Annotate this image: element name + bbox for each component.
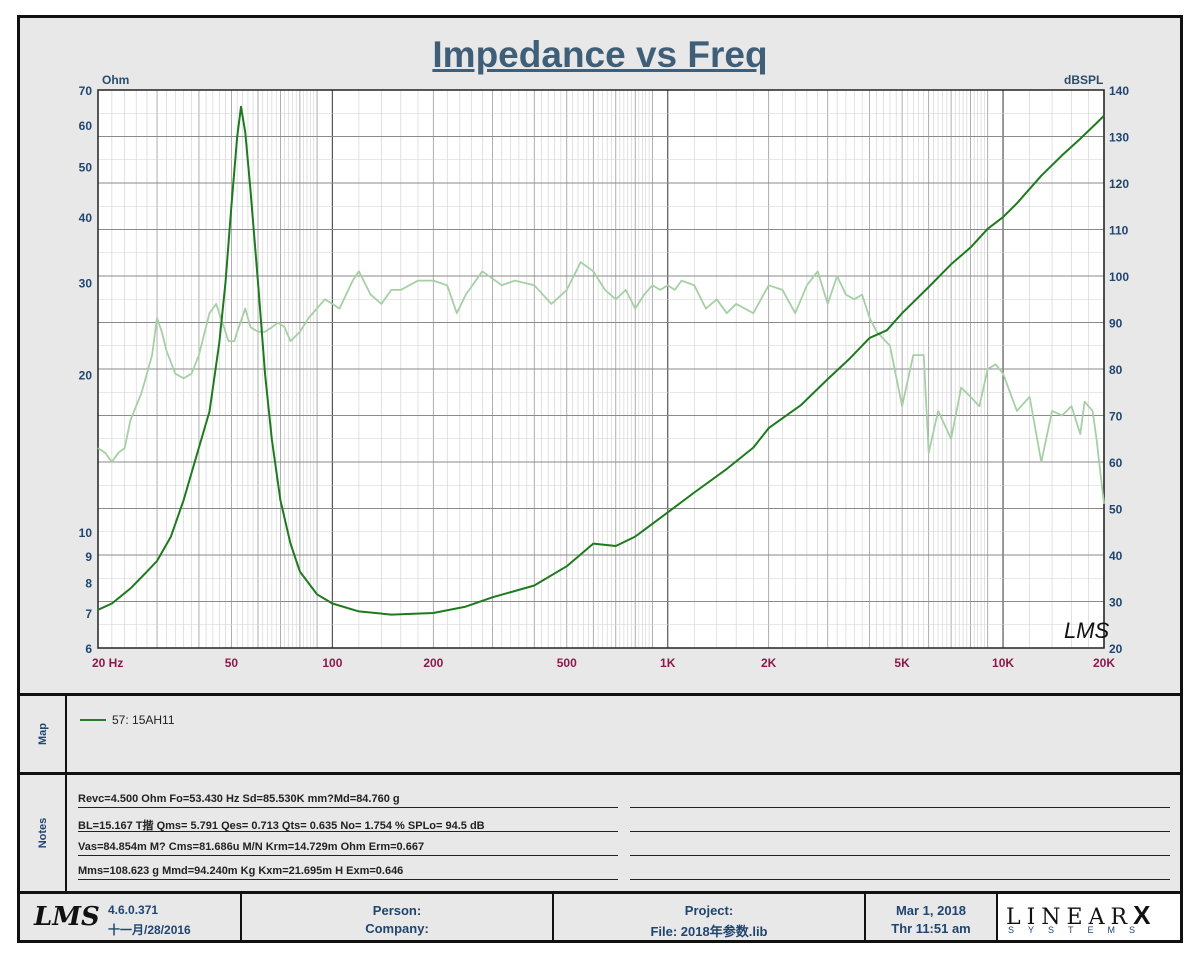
company-label: Company: bbox=[365, 921, 429, 936]
brand-x: X bbox=[1133, 900, 1151, 930]
person-label: Person: bbox=[372, 903, 422, 918]
note-blank-line bbox=[630, 793, 1170, 808]
left-y-tick-label: 6 bbox=[85, 642, 92, 656]
spl-series-line bbox=[97, 261, 1105, 505]
right-y-tick-label: 70 bbox=[1109, 410, 1123, 424]
right-y-tick-label: 110 bbox=[1109, 224, 1129, 238]
x-tick-label: 1K bbox=[660, 656, 676, 670]
x-tick-label: 100 bbox=[322, 656, 342, 670]
left-y-tick-label: 9 bbox=[85, 550, 92, 564]
right-y-tick-label: 120 bbox=[1109, 177, 1129, 191]
left-y-tick-label: 70 bbox=[79, 84, 93, 98]
notes-section-label-cell: Notes bbox=[20, 775, 67, 891]
left-y-tick-label: 40 bbox=[79, 211, 93, 225]
right-y-tick-label: 130 bbox=[1109, 131, 1129, 145]
divider-notes-footer bbox=[20, 891, 1180, 894]
x-tick-label: 20K bbox=[1093, 656, 1115, 670]
note-line-3: Vas=84.854m M? Cms=81.686u M/N Krm=14.72… bbox=[78, 841, 618, 856]
file-label: File: 2018年参数.lib bbox=[650, 924, 768, 939]
divider-map-notes bbox=[20, 772, 1180, 775]
project-label: Project: bbox=[684, 903, 734, 918]
right-axis-unit: dBSPL bbox=[1064, 73, 1104, 87]
report-date: Mar 1, 2018 bbox=[895, 903, 967, 918]
impedance-series-line bbox=[97, 105, 1105, 616]
note-blank-line bbox=[630, 817, 1170, 832]
brand-linear: LINEAR bbox=[1006, 905, 1134, 930]
left-y-tick-label: 10 bbox=[79, 526, 93, 540]
version-number: 4.6.0.371 bbox=[108, 903, 159, 917]
x-tick-label: 200 bbox=[423, 656, 443, 670]
report-frame: Impedance vs Freq Ohm dBSPL 20 Hz 50 100 20… bbox=[17, 15, 1183, 943]
lms-logo: LMS bbox=[34, 902, 100, 932]
note-line-1: Revc=4.500 Ohm Fo=53.430 Hz Sd=85.530K m… bbox=[78, 793, 618, 808]
right-y-tick-label: 40 bbox=[1109, 549, 1123, 563]
right-y-tick-label: 60 bbox=[1109, 456, 1123, 470]
map-section-label: Map bbox=[36, 723, 49, 745]
note-blank-line bbox=[630, 865, 1170, 880]
divider-chart-map bbox=[20, 693, 1180, 696]
right-y-tick-label: 30 bbox=[1109, 596, 1123, 610]
right-y-tick-label: 80 bbox=[1109, 363, 1123, 377]
report-time: Thr 11:51 am bbox=[891, 921, 971, 936]
x-tick-label: 2K bbox=[761, 656, 777, 670]
note-line-4: Mms=108.623 g Mmd=94.240m Kg Kxm=21.695m… bbox=[78, 865, 618, 880]
left-y-tick-label: 60 bbox=[79, 119, 93, 133]
chart-title: Impedance vs Freq bbox=[432, 34, 768, 75]
x-tick-label: 5K bbox=[894, 656, 910, 670]
x-tick-label: 50 bbox=[225, 656, 239, 670]
left-y-tick-label: 30 bbox=[79, 276, 93, 290]
legend: 57: 15AH11 bbox=[80, 713, 175, 727]
left-axis-unit: Ohm bbox=[102, 73, 130, 87]
legend-entry-label: 57: 15AH11 bbox=[112, 713, 175, 727]
left-y-tick-label: 8 bbox=[85, 577, 92, 591]
right-y-tick-label: 50 bbox=[1109, 503, 1123, 517]
note-line-2: BL=15.167 T揩 Qms= 5.791 Qes= 0.713 Qts= … bbox=[78, 817, 618, 832]
version-date: 十一月/28/2016 bbox=[108, 923, 191, 937]
x-tick-label: 20 Hz bbox=[92, 656, 123, 670]
impedance-chart: 20 Hz 50 100 200 500 1K 2K 5K 10K 20K 6 7 8 9 10 20 30 40… bbox=[79, 84, 1130, 670]
left-y-tick-label: 20 bbox=[79, 369, 93, 383]
right-y-tick-label: 100 bbox=[1109, 270, 1129, 284]
right-y-tick-label: 140 bbox=[1109, 84, 1129, 98]
footer-person-cell: Person: Company: bbox=[242, 894, 554, 940]
footer-project-cell: Project: File: 2018年参数.lib bbox=[554, 894, 866, 940]
footer-date-cell: Mar 1, 2018 Thr 11:51 am bbox=[866, 894, 998, 940]
right-y-tick-label: 20 bbox=[1109, 642, 1123, 656]
map-section-label-cell: Map bbox=[20, 696, 67, 772]
x-tick-label: 10K bbox=[992, 656, 1014, 670]
lms-watermark: LMS bbox=[1064, 618, 1110, 643]
note-blank-line bbox=[630, 841, 1170, 856]
brand-systems: SYSTEMS bbox=[1008, 925, 1150, 935]
left-y-tick-label: 7 bbox=[85, 607, 92, 621]
linearx-logo: LINEARX SYSTEMS bbox=[998, 894, 1180, 940]
right-y-tick-label: 90 bbox=[1109, 317, 1123, 331]
footer-version-cell: LMS 4.6.0.371 十一月/28/2016 bbox=[20, 894, 242, 940]
notes-section-label: Notes bbox=[36, 817, 49, 849]
left-y-tick-label: 50 bbox=[79, 160, 93, 174]
x-tick-label: 500 bbox=[557, 656, 577, 670]
footer: LMS 4.6.0.371 十一月/28/2016 Person: Compan… bbox=[20, 894, 1180, 940]
plot-border bbox=[97, 89, 1105, 649]
legend-swatch bbox=[80, 719, 106, 721]
